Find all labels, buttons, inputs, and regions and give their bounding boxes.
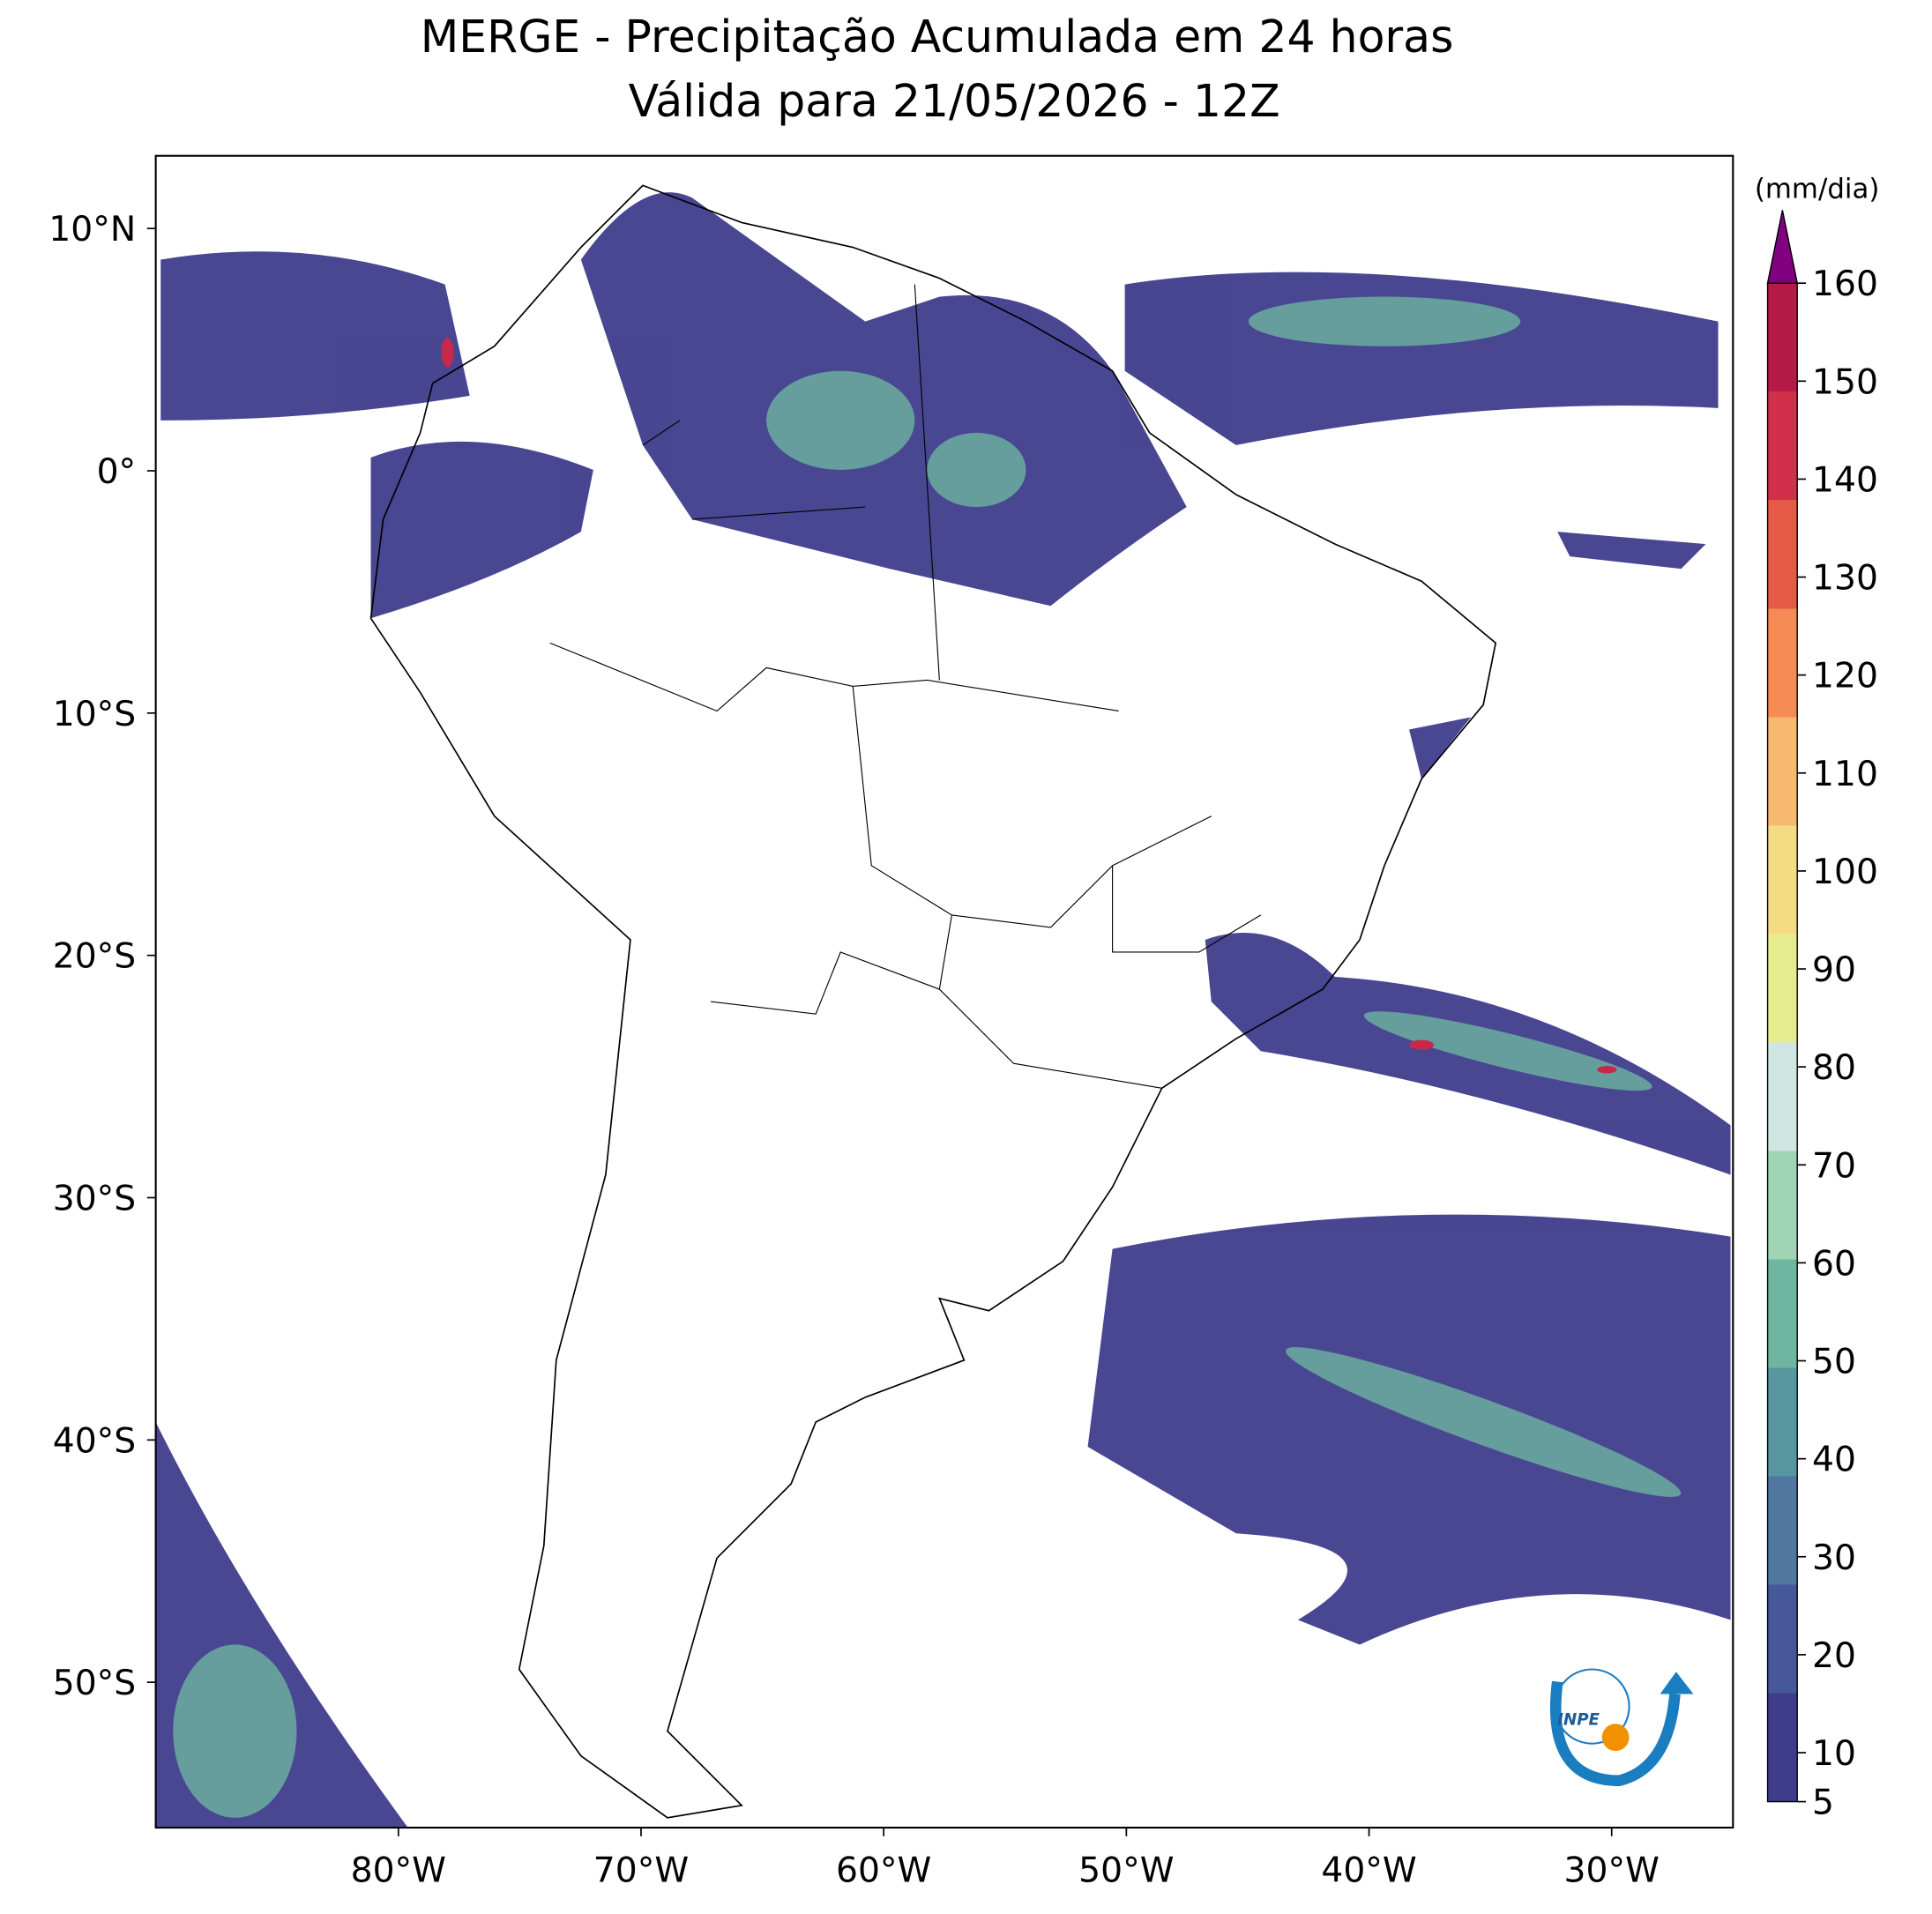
x-tick-label: 40°W: [1321, 1851, 1416, 1891]
x-tick-label: 80°W: [351, 1851, 446, 1891]
map-subtitle: Válida para 21/05/2026 - 12Z: [629, 75, 1280, 127]
x-tick-label: 70°W: [593, 1851, 689, 1891]
colorbar: [1766, 282, 1798, 1803]
y-tick-label: 10°S: [53, 695, 136, 734]
y-tick-label: 30°S: [53, 1179, 136, 1218]
colorbar-tick-label: 90: [1812, 950, 1856, 990]
colorbar-extend: [1766, 210, 1799, 284]
y-tick-label: 50°S: [53, 1664, 136, 1703]
x-tick-label: 60°W: [836, 1851, 931, 1891]
map-frame: [154, 154, 1734, 1829]
colorbar-tick-label: 80: [1812, 1048, 1856, 1088]
colorbar-tick-label: 100: [1812, 853, 1878, 892]
colorbar-tick-label: 20: [1812, 1636, 1856, 1676]
map-title: MERGE - Precipitação Acumulada em 24 hor…: [421, 11, 1454, 63]
colorbar-tick-label: 140: [1812, 460, 1878, 500]
colorbar-tick-label: 70: [1812, 1146, 1856, 1186]
y-tick-label: 40°S: [53, 1421, 136, 1461]
colorbar-tick-label: 160: [1812, 264, 1878, 304]
borders: [549, 284, 1262, 1089]
x-tick-label: 30°W: [1564, 1851, 1660, 1891]
colorbar-tick-label: 110: [1812, 755, 1878, 794]
x-tick-label: 50°W: [1078, 1851, 1174, 1891]
colorbar-tick-label: 130: [1812, 559, 1878, 599]
colorbar-tick-label: 120: [1812, 657, 1878, 696]
y-tick-label: 10°N: [48, 210, 136, 249]
colorbar-tick-label: 150: [1812, 362, 1878, 402]
precipitation-field: [155, 184, 1731, 1828]
colorbar-tick-label: 30: [1812, 1538, 1856, 1578]
logo: INPE: [1549, 1668, 1694, 1787]
colorbar-tick-label: 10: [1812, 1734, 1856, 1774]
logo-text: INPE: [1557, 1711, 1600, 1730]
colorbar-tick-label: 50: [1812, 1343, 1856, 1382]
coastline: [369, 184, 1497, 1819]
y-tick-label: 0°: [97, 452, 137, 492]
y-tick-label: 20°S: [53, 937, 136, 977]
colorbar-tick-label: 5: [1812, 1784, 1834, 1823]
colorbar-tick-label: 40: [1812, 1441, 1856, 1480]
colorbar-label: (mm/dia): [1755, 173, 1879, 205]
colorbar-tick-label: 60: [1812, 1244, 1856, 1284]
